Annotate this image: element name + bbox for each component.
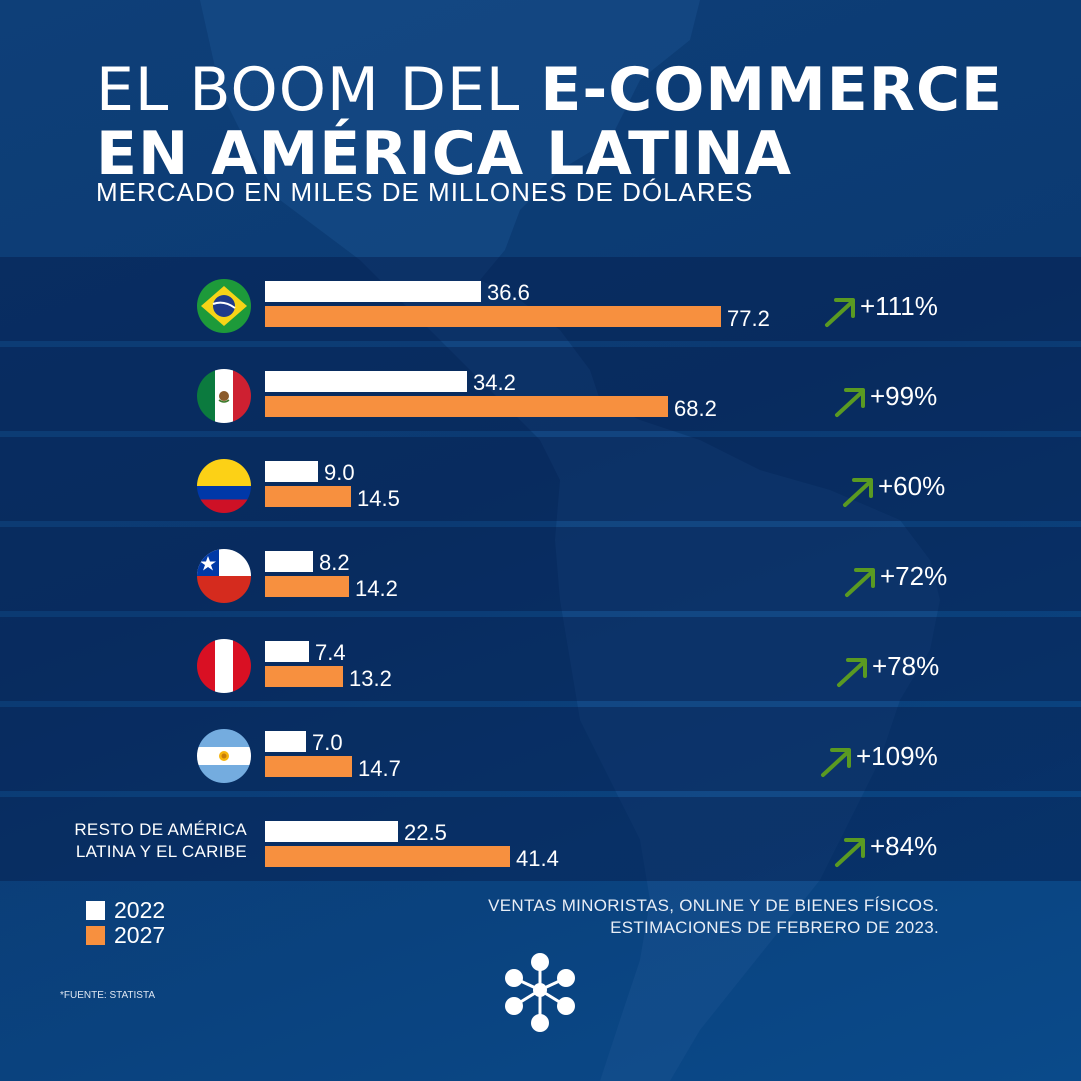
growth-arrow-icon xyxy=(840,475,878,509)
footnote-line-1: VENTAS MINORISTAS, ONLINE Y DE BIENES FÍ… xyxy=(488,896,939,915)
bar-2027 xyxy=(265,396,668,417)
value-label-2027: 77.2 xyxy=(727,306,770,331)
row-band xyxy=(0,437,1081,521)
bar-2022 xyxy=(265,731,306,752)
category-label: RESTO DE AMÉRICA LATINA Y EL CARIBE xyxy=(74,820,247,861)
value-label-2022: 22.5 xyxy=(404,820,447,845)
footnote: VENTAS MINORISTAS, ONLINE Y DE BIENES FÍ… xyxy=(488,895,939,939)
legend-item-2027: 2027 xyxy=(86,923,165,947)
value-label-2027: 13.2 xyxy=(349,666,392,691)
value-label-2022: 34.2 xyxy=(473,370,516,395)
title-bold-ecommerce: E-COMMERCE xyxy=(540,55,1003,125)
row-band xyxy=(0,797,1081,881)
bar-2022 xyxy=(265,371,467,392)
bar-2027 xyxy=(265,486,351,507)
bar-2022 xyxy=(265,821,398,842)
legend-label-2022: 2022 xyxy=(114,897,166,923)
growth-percentage: +111% xyxy=(860,291,938,321)
peru-flag-icon xyxy=(197,639,251,693)
growth-arrow-icon xyxy=(842,565,880,599)
source-note: *FUENTE: STATISTA xyxy=(60,990,156,1001)
row-band xyxy=(0,257,1081,341)
growth-arrow-icon xyxy=(818,745,856,779)
chart-subtitle: MERCADO EN MILES DE MILLONES DE DÓLARES xyxy=(96,177,754,207)
bar-2022 xyxy=(265,551,313,572)
value-label-2022: 9.0 xyxy=(324,460,355,485)
bar-2027 xyxy=(265,846,510,867)
value-label-2022: 8.2 xyxy=(319,550,350,575)
title-bold-region: EN AMÉRICA LATINA xyxy=(96,119,793,189)
growth-arrow-icon xyxy=(834,655,872,689)
mexico-flag-icon xyxy=(197,369,251,423)
value-label-2027: 14.2 xyxy=(355,576,398,601)
brazil-flag-icon xyxy=(197,279,251,333)
legend-label-2027: 2027 xyxy=(114,922,166,948)
growth-arrow-icon xyxy=(832,385,870,419)
bar-2022 xyxy=(265,641,309,662)
chile-flag-icon xyxy=(197,549,251,603)
growth-arrow-icon xyxy=(832,835,870,869)
row-band xyxy=(0,347,1081,431)
bar-2022 xyxy=(265,461,318,482)
value-label-2027: 41.4 xyxy=(516,846,559,871)
legend-item-2022: 2022 xyxy=(86,898,165,922)
legend-swatch-2027 xyxy=(86,926,105,945)
growth-percentage: +78% xyxy=(872,651,940,681)
bar-2022 xyxy=(265,281,481,302)
title-regular: EL BOOM DEL xyxy=(96,55,541,125)
colombia-flag-icon xyxy=(197,459,251,513)
value-label-2022: 7.4 xyxy=(315,640,346,665)
bar-2027 xyxy=(265,576,349,597)
footnote-line-2: ESTIMACIONES DE FEBRERO DE 2023. xyxy=(610,918,939,937)
value-label-2022: 7.0 xyxy=(312,730,343,755)
growth-percentage: +99% xyxy=(870,381,938,411)
value-label-2027: 68.2 xyxy=(674,396,717,421)
title-line-1: EL BOOM DEL E-COMMERCE xyxy=(96,58,1003,122)
legend-swatch-2022 xyxy=(86,901,105,920)
bar-2027 xyxy=(265,756,352,777)
row-band xyxy=(0,617,1081,701)
argentina-flag-icon xyxy=(197,729,251,783)
growth-percentage: +109% xyxy=(856,741,938,771)
value-label-2027: 14.7 xyxy=(358,756,401,781)
bar-2027 xyxy=(265,306,721,327)
row-band xyxy=(0,707,1081,791)
growth-percentage: +60% xyxy=(878,471,946,501)
bar-2027 xyxy=(265,666,343,687)
title-line-2: EN AMÉRICA LATINA xyxy=(96,122,1003,186)
growth-percentage: +84% xyxy=(870,831,938,861)
title-block: EL BOOM DEL E-COMMERCE EN AMÉRICA LATINA xyxy=(96,58,1003,186)
growth-arrow-icon xyxy=(822,295,860,329)
network-nodes-logo-icon xyxy=(505,953,575,1032)
value-label-2027: 14.5 xyxy=(357,486,400,511)
value-label-2022: 36.6 xyxy=(487,280,530,305)
growth-percentage: +72% xyxy=(880,561,948,591)
row-band xyxy=(0,527,1081,611)
